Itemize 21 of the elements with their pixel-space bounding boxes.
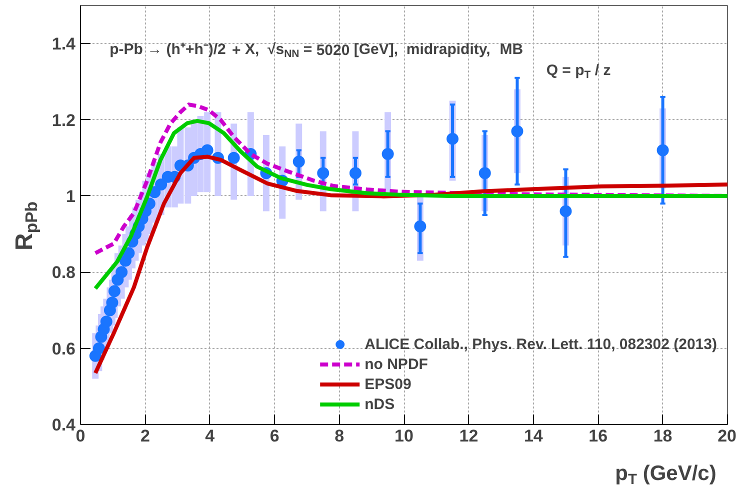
- y-tick-label: 1.4: [52, 34, 76, 54]
- x-tick-label: 12: [459, 426, 478, 446]
- legend-label: ALICE Collab., Phys. Rev. Lett. 110, 082302 (2013): [364, 336, 717, 352]
- x-tick-label: 2: [140, 426, 150, 446]
- x-tick-label: 10: [394, 426, 414, 446]
- x-tick-label: 18: [653, 426, 672, 446]
- x-tick-label: 8: [334, 426, 344, 446]
- x-tick-label: 6: [270, 426, 280, 446]
- x-tick-label: 16: [588, 426, 608, 446]
- legend-label: EPS09: [364, 376, 412, 392]
- y-tick-label: 1: [66, 186, 76, 206]
- x-tick-label: 4: [205, 426, 216, 446]
- y-tick-label: 1.2: [52, 110, 76, 130]
- legend-label: nDS: [364, 396, 395, 412]
- y-tick-label: 0.8: [52, 263, 76, 282]
- y-tick-label: 0.4: [52, 416, 76, 434]
- y-tick-label: 0.6: [52, 339, 76, 358]
- x-tick-label: 20: [718, 426, 736, 446]
- x-tick-label: 14: [524, 426, 544, 446]
- x-tick-label: 0: [76, 426, 86, 446]
- legend-label: no NPDF: [364, 356, 428, 372]
